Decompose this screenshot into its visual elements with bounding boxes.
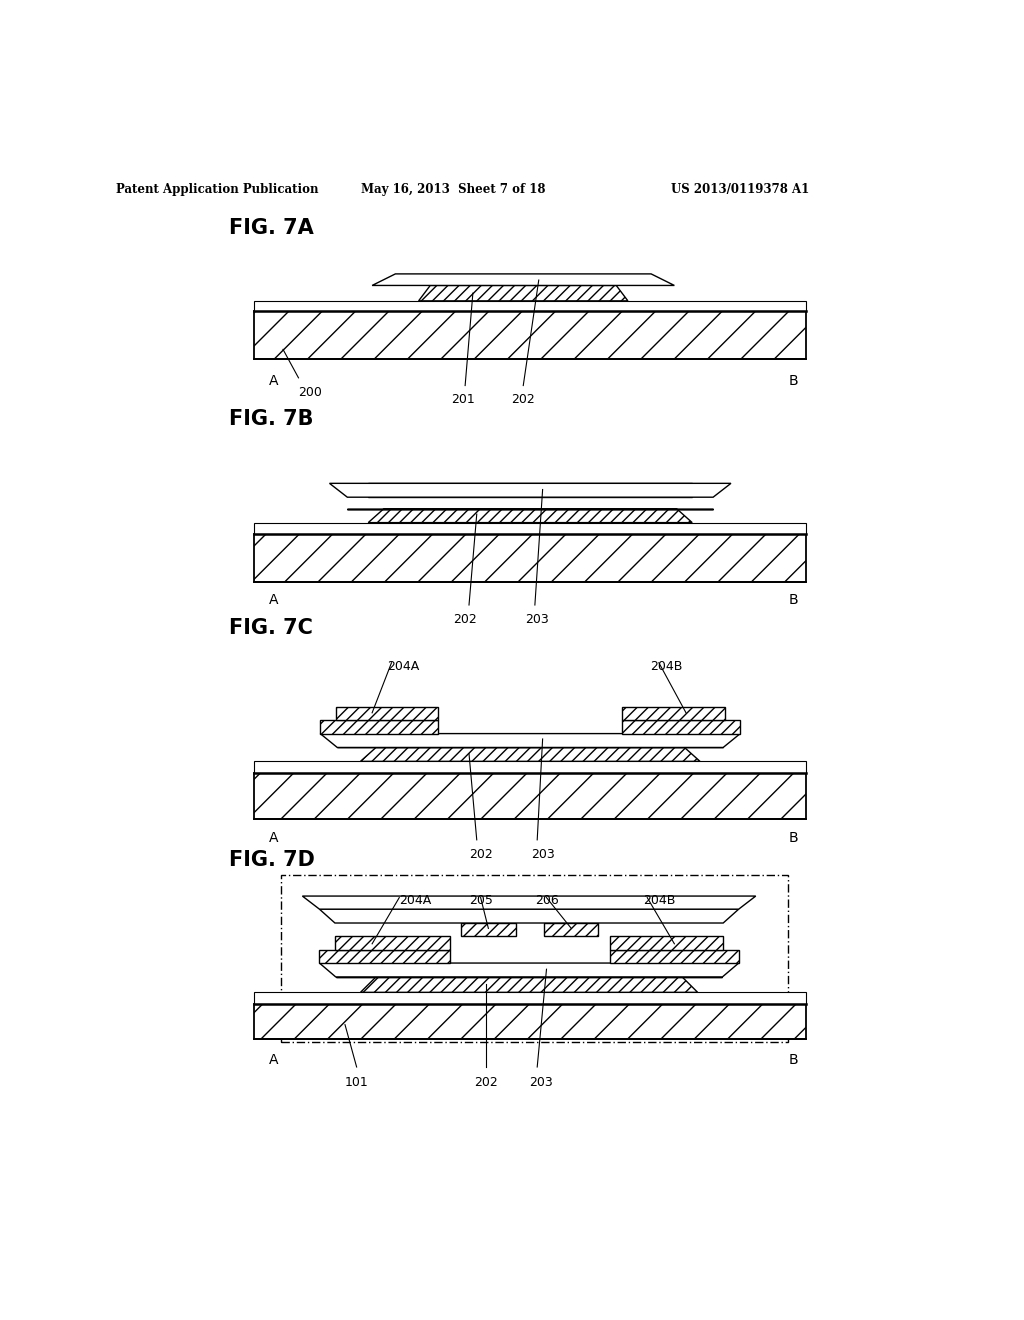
- Bar: [254, 993, 806, 1003]
- Text: May 16, 2013  Sheet 7 of 18: May 16, 2013 Sheet 7 of 18: [361, 182, 546, 195]
- Polygon shape: [360, 747, 700, 762]
- Text: 203: 203: [525, 612, 549, 626]
- Polygon shape: [360, 977, 697, 993]
- Text: 206: 206: [535, 894, 558, 907]
- Text: A: A: [269, 594, 279, 607]
- Text: A: A: [269, 830, 279, 845]
- Bar: [321, 719, 438, 734]
- Text: 204B: 204B: [650, 660, 683, 673]
- Text: A: A: [269, 1053, 279, 1067]
- Text: B: B: [788, 1053, 798, 1067]
- Text: FIG. 7A: FIG. 7A: [228, 218, 313, 239]
- Bar: [319, 950, 450, 964]
- Text: 203: 203: [529, 1076, 553, 1089]
- Polygon shape: [319, 909, 738, 923]
- Polygon shape: [321, 734, 740, 747]
- Polygon shape: [319, 964, 738, 977]
- Bar: [254, 523, 806, 535]
- Text: 203: 203: [530, 847, 555, 861]
- Text: 201: 201: [451, 393, 475, 407]
- Text: 204A: 204A: [398, 894, 431, 907]
- Text: FIG. 7B: FIG. 7B: [228, 409, 313, 429]
- Text: 204B: 204B: [643, 894, 675, 907]
- Text: A: A: [269, 374, 279, 388]
- Text: 205: 205: [469, 894, 493, 907]
- Polygon shape: [372, 275, 675, 285]
- Bar: [544, 923, 598, 936]
- Text: 204A: 204A: [387, 660, 419, 673]
- Bar: [254, 301, 806, 312]
- Bar: [254, 312, 806, 359]
- Bar: [254, 774, 806, 818]
- Bar: [254, 1003, 806, 1039]
- Bar: [623, 706, 725, 719]
- Text: 101: 101: [345, 1076, 369, 1089]
- Bar: [610, 950, 738, 964]
- Text: Patent Application Publication: Patent Application Publication: [116, 182, 318, 195]
- Text: 200: 200: [298, 385, 323, 399]
- Text: 202: 202: [454, 612, 477, 626]
- Polygon shape: [330, 483, 731, 498]
- Text: 202: 202: [469, 847, 493, 861]
- Text: US 2013/0119378 A1: US 2013/0119378 A1: [671, 182, 809, 195]
- Bar: [336, 706, 438, 719]
- Text: 202: 202: [474, 1076, 498, 1089]
- Bar: [610, 936, 723, 950]
- Polygon shape: [369, 508, 692, 523]
- Text: B: B: [788, 830, 798, 845]
- Text: B: B: [788, 594, 798, 607]
- Polygon shape: [419, 285, 628, 301]
- Text: B: B: [788, 374, 798, 388]
- Text: FIG. 7C: FIG. 7C: [228, 618, 312, 638]
- Bar: [254, 535, 806, 582]
- Bar: [623, 719, 740, 734]
- Bar: [335, 936, 450, 950]
- Bar: [461, 923, 515, 936]
- Bar: [254, 762, 806, 774]
- Text: 202: 202: [511, 393, 536, 407]
- Polygon shape: [302, 896, 756, 909]
- Text: FIG. 7D: FIG. 7D: [228, 850, 314, 870]
- Bar: [369, 483, 692, 498]
